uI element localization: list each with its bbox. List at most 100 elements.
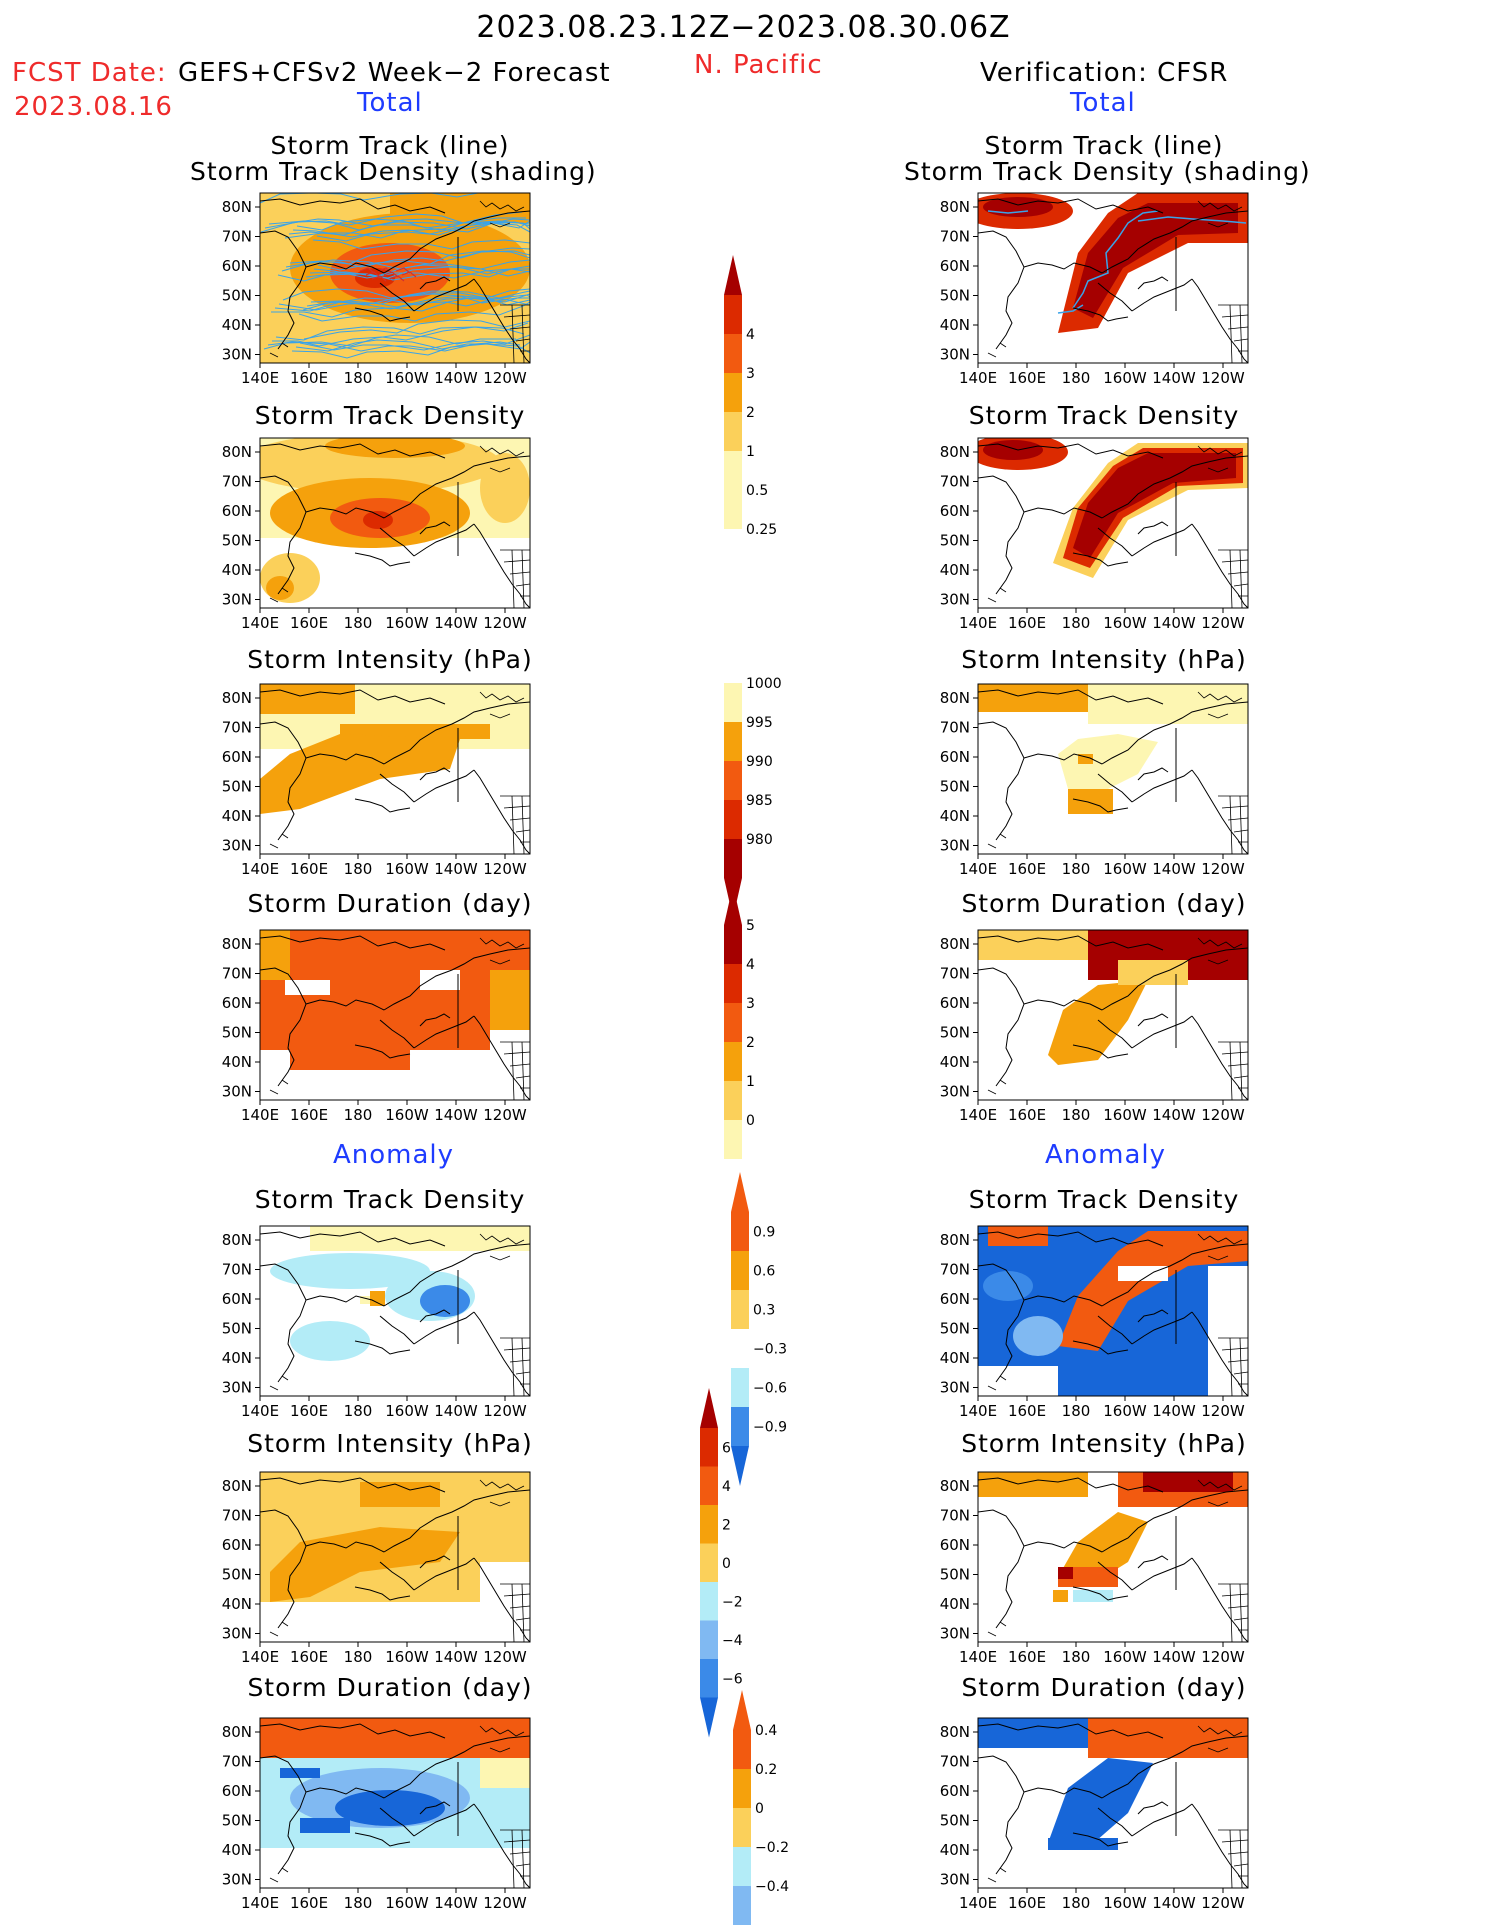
lon-label: 160W (385, 1402, 429, 1420)
lat-label: 40N (940, 316, 970, 334)
lon-label: 120W (1201, 1106, 1245, 1124)
lat-label: 40N (222, 561, 252, 579)
colorbar-segment (724, 451, 742, 490)
colorbar-segment (733, 1730, 751, 1769)
shade-region (983, 197, 1053, 217)
colorbar-label: 0.6 (753, 1264, 775, 1280)
lat-label: 50N (222, 1566, 252, 1584)
lon-label: 160E (290, 1648, 328, 1666)
shade-region (270, 1527, 460, 1602)
lat-label: 40N (222, 316, 252, 334)
shade-region (1053, 1590, 1068, 1602)
lat-label: 70N (222, 473, 252, 491)
storm-track-line (310, 293, 530, 306)
storm-track-line (267, 341, 521, 352)
lat-label: 40N (222, 1349, 252, 1367)
lat-label: 30N (222, 1625, 252, 1643)
lon-label: 120W (483, 1648, 527, 1666)
colorbar-label: 0.2 (755, 1762, 777, 1778)
colorbar-intensity: 1000 995 990 985 980 (724, 676, 782, 918)
shade-region (983, 1271, 1033, 1301)
storm-track-line-strong (377, 267, 393, 274)
storm-track-line (303, 319, 530, 340)
lat-label: 60N (222, 1536, 252, 1554)
verification-intensity-map: 80N 70N 60N 50N 40N 30N 140E 160E 180 160W 140W 120… (940, 683, 1249, 878)
lon-label: 140E (959, 1106, 997, 1124)
shade-region (285, 980, 330, 995)
lat-label: 70N (222, 1753, 252, 1771)
colorbar-segment (731, 1407, 749, 1446)
lon-label: 120W (483, 1106, 527, 1124)
colorbar-label: 985 (746, 793, 773, 809)
colorbar-label: 1000 (746, 676, 782, 692)
shade-region (270, 1253, 430, 1289)
storm-track-line (312, 234, 530, 250)
shade-region (340, 724, 490, 739)
map-frame (977, 1717, 1249, 1889)
region-label: N. Pacific (694, 50, 823, 80)
colorbar-label: 995 (746, 715, 773, 731)
lon-label: 140E (241, 1894, 279, 1912)
storm-track-line (1137, 216, 1247, 224)
lat-label: 80N (940, 689, 970, 707)
lat-label: 70N (940, 1507, 970, 1525)
lat-label: 60N (222, 502, 252, 520)
storm-track-line (289, 250, 530, 265)
shade-region (988, 1226, 1048, 1246)
lat-label: 80N (940, 443, 970, 461)
panel-title-density-anom-left: Storm Track Density (254, 1185, 526, 1214)
lon-label: 120W (1201, 860, 1245, 878)
lon-label: 160E (290, 1894, 328, 1912)
lat-label: 30N (940, 346, 970, 364)
storm-track-line-strong (395, 267, 411, 274)
storm-track-line (278, 295, 530, 311)
lat-label: 60N (940, 502, 970, 520)
lat-label: 70N (222, 1507, 252, 1525)
verification-intensity-anomaly-map: 80N 70N 60N 50N 40N 30N 140E 160E 180 160W 140W 120… (940, 1471, 1249, 1666)
shade-region (360, 1296, 370, 1304)
map-shading (978, 1472, 1248, 1642)
lon-label: 160E (1008, 1648, 1046, 1666)
lon-label: 120W (1201, 1894, 1245, 1912)
shade-region (490, 970, 530, 1030)
panel-title-intensity-left: Storm Intensity (hPa) (247, 645, 533, 674)
shade-region (260, 1848, 530, 1888)
colorbar-duration-anomaly: 0.4 0.2 0 −0.2 −0.4 (733, 1690, 789, 1925)
lat-label: 50N (940, 287, 970, 305)
map-frame (259, 1717, 531, 1889)
map-frame (259, 1225, 531, 1397)
storm-track-line (292, 222, 530, 238)
map-shading (260, 930, 530, 1100)
shade-region (1048, 1758, 1153, 1848)
lat-label: 70N (940, 473, 970, 491)
storm-track-line (313, 263, 530, 279)
lat-label: 70N (940, 1261, 970, 1279)
shade-region (300, 1818, 350, 1833)
forecast-model: GEFS+CFSv2 Week−2 Forecast (178, 58, 611, 88)
colorbar-label: −0.4 (755, 1879, 789, 1895)
colorbar-label: 0 (755, 1801, 764, 1817)
lon-label: 140E (959, 369, 997, 387)
colorbar-label: 0 (746, 1113, 755, 1129)
lon-label: 120W (483, 860, 527, 878)
lon-label: 160E (1008, 860, 1046, 878)
lon-label: 180 (1062, 369, 1091, 387)
lat-label: 70N (222, 1261, 252, 1279)
colorbar-segment (700, 1659, 718, 1698)
map-frame (977, 683, 1249, 855)
lon-label: 140W (1152, 1894, 1196, 1912)
map-frame (977, 192, 1249, 364)
shade-region (363, 511, 393, 529)
storm-track-line (268, 220, 530, 231)
colorbar-label: 5 (746, 918, 755, 934)
shade-region (260, 930, 290, 980)
verification-density-map: 80N 70N 60N 50N 40N 30N 140E 160E 180 160W 140W 120… (940, 437, 1249, 632)
map-shading (260, 1226, 530, 1396)
colorbar-arrow-top (724, 255, 742, 295)
shade-region (978, 1366, 1058, 1396)
lon-label: 140E (241, 1648, 279, 1666)
storm-track-line-strong (365, 271, 381, 278)
shade-region (1088, 1718, 1248, 1758)
shade-region (335, 1790, 445, 1826)
